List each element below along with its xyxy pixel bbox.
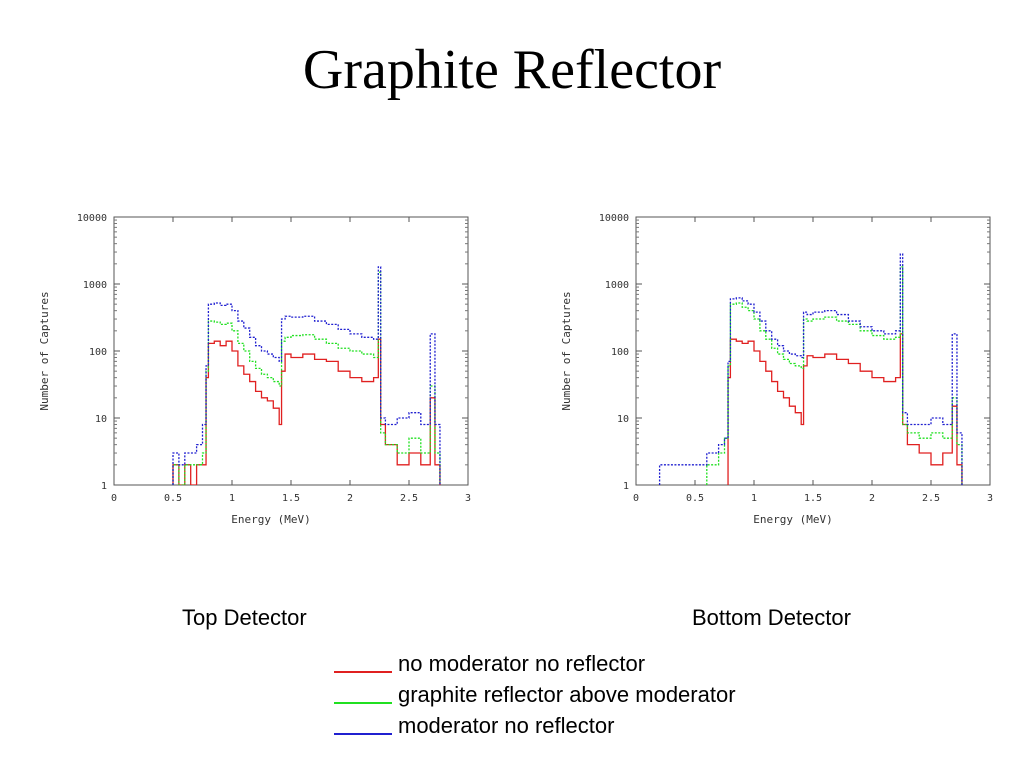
plot-frame [113,216,469,486]
bottom-detector-chart: 0 0.5 1 1.5 2 2.5 3 1 10 100 1000 10000 Energy (MeV)… [560,213,993,526]
y-tick-label: 1000 [83,280,107,291]
x-tick-label: 1.5 [282,493,300,504]
legend-item-no-moderator: no moderator no reflector [334,648,736,679]
y-tick-label: 1 [623,481,629,492]
x-tick-label: 2 [869,493,875,504]
slide-title: Graphite Reflector [302,39,722,101]
legend-swatch [334,733,392,735]
x-axis-label: Energy (MeV) [753,513,832,526]
x-tick-label: 0.5 [164,493,182,504]
series-line-0 [172,338,441,485]
x-tick-label: 1.5 [804,493,822,504]
x-tick-label: 0 [633,493,639,504]
y-axis-label: Number of Captures [38,291,51,410]
x-tick-label: 3 [987,493,993,504]
top-detector-chart: 0 0.5 1 1.5 2 2.5 3 1 10 100 1000 10000 Energy (MeV)… [38,213,471,526]
legend-swatch [334,671,392,673]
y-tick-label: 100 [89,347,107,358]
y-tick-label: 100 [611,347,629,358]
x-tick-label: 0 [111,493,117,504]
x-tick-label: 2 [347,493,353,504]
legend-label: graphite reflector above moderator [398,682,736,707]
legend-item-graphite-reflector: graphite reflector above moderator [334,679,736,710]
legend-label: no moderator no reflector [398,651,646,676]
x-axis-label: Energy (MeV) [231,513,310,526]
x-tick-label: 2.5 [400,493,418,504]
series-line-1 [706,266,963,485]
legend-label: moderator no reflector [398,713,615,738]
legend-item-moderator-no-reflector: moderator no reflector [334,710,736,741]
series-line-0 [727,333,963,485]
y-axis-label: Number of Captures [560,291,573,410]
x-tick-label: 1 [229,493,235,504]
top-detector-caption: Top Detector [182,605,307,630]
y-tick-label: 10000 [77,213,107,224]
x-tick-label: 3 [465,493,471,504]
bottom-detector-caption: Bottom Detector [692,605,851,630]
series-line-2 [658,253,963,485]
y-tick-label: 10 [617,414,629,425]
y-tick-label: 10000 [599,213,629,224]
y-tick-label: 1000 [605,280,629,291]
x-tick-label: 1 [751,493,757,504]
y-tick-label: 10 [95,414,107,425]
series-line-1 [172,271,441,485]
x-tick-label: 2.5 [922,493,940,504]
y-tick-label: 1 [101,481,107,492]
plot-frame [635,216,991,486]
legend: no moderator no reflector graphite refle… [334,648,736,741]
series-line-2 [172,266,441,485]
x-tick-label: 0.5 [686,493,704,504]
legend-swatch [334,702,392,704]
